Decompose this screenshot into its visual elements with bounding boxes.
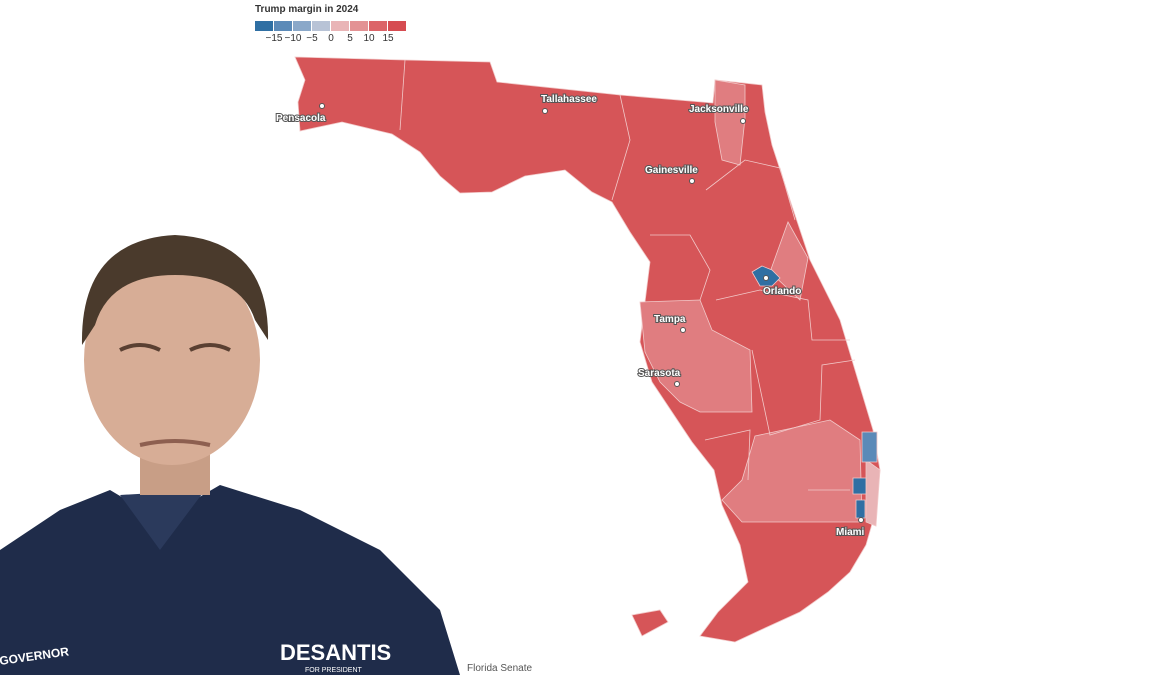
district-east-coast <box>865 459 881 527</box>
legend-swatch <box>350 21 368 31</box>
district-tampa-sarasota <box>639 299 753 413</box>
city-label: Orlando <box>763 286 801 297</box>
desantis-photo: DESANTIS FOR PRESIDENT GOVERNOR <box>0 235 460 675</box>
city-label: Pensacola <box>276 113 326 124</box>
district-south-central <box>721 419 863 523</box>
district-broward <box>852 477 867 495</box>
city-label: Jacksonville <box>689 104 749 115</box>
shirt-sub: FOR PRESIDENT <box>305 667 363 674</box>
district-east-central <box>769 221 809 301</box>
source-credit: Florida Senate <box>467 663 533 674</box>
legend-tick: 10 <box>363 33 375 44</box>
legend-title: Trump margin in 2024 <box>255 4 359 15</box>
legend-tick: 5 <box>347 33 353 44</box>
city-label: Sarasota <box>638 368 681 379</box>
legend-tick: −15 <box>265 33 283 44</box>
map-legend: Trump margin in 2024 −15 −10 −5 0 5 10 15 <box>255 4 407 45</box>
city-label: Miami <box>836 527 865 538</box>
legend-swatch <box>274 21 292 31</box>
district-miami <box>855 499 866 519</box>
legend-tick: −10 <box>284 33 302 44</box>
legend-tick: 15 <box>382 33 394 44</box>
legend-ticks: −15 −10 −5 0 5 10 15 <box>255 31 407 45</box>
legend-swatch <box>255 21 273 31</box>
city-label: Tampa <box>654 314 686 325</box>
city-label: Tallahassee <box>541 94 597 105</box>
shirt-logo: DESANTIS <box>280 640 391 665</box>
legend-swatch <box>388 21 406 31</box>
keys-island <box>631 609 669 637</box>
legend-tick: 0 <box>328 33 334 44</box>
district-jacksonville <box>714 79 746 166</box>
legend-swatch <box>312 21 330 31</box>
city-label: Gainesville <box>645 165 698 176</box>
legend-swatch <box>331 21 349 31</box>
legend-swatches <box>255 21 407 31</box>
legend-tick: −5 <box>306 33 318 44</box>
legend-swatch <box>293 21 311 31</box>
district-palm-beach <box>861 431 878 463</box>
legend-swatch <box>369 21 387 31</box>
